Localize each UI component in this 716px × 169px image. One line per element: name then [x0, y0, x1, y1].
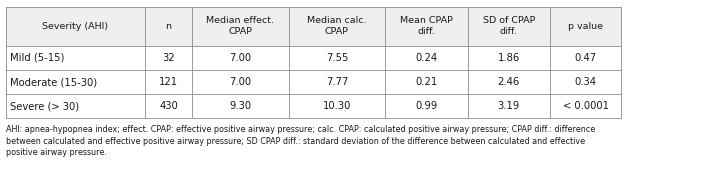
Text: Severe (> 30): Severe (> 30)	[10, 101, 79, 111]
Text: Median effect.
CPAP: Median effect. CPAP	[206, 16, 274, 36]
Bar	[6, 70, 621, 94]
Text: 9.30: 9.30	[229, 101, 251, 111]
Text: 7.77: 7.77	[326, 77, 348, 87]
Text: 430: 430	[159, 101, 178, 111]
Text: AHI: apnea-hypopnea index; effect. CPAP: effective positive airway pressure; cal: AHI: apnea-hypopnea index; effect. CPAP:…	[6, 125, 595, 157]
Text: 32: 32	[163, 53, 175, 63]
Text: Severity (AHI): Severity (AHI)	[42, 22, 109, 31]
Text: Mean CPAP
diff.: Mean CPAP diff.	[400, 16, 453, 36]
Text: 0.24: 0.24	[415, 53, 437, 63]
Text: 0.47: 0.47	[575, 53, 596, 63]
Text: 2.46: 2.46	[498, 77, 520, 87]
Text: n: n	[165, 22, 172, 31]
Text: Median calc.
CPAP: Median calc. CPAP	[307, 16, 367, 36]
Text: SD of CPAP
diff.: SD of CPAP diff.	[483, 16, 535, 36]
Text: 7.00: 7.00	[229, 77, 251, 87]
Text: p value: p value	[569, 22, 603, 31]
Bar	[6, 46, 621, 70]
Bar	[6, 94, 621, 118]
Text: Mild (5-15): Mild (5-15)	[10, 53, 64, 63]
Text: 3.19: 3.19	[498, 101, 520, 111]
Text: 0.21: 0.21	[415, 77, 437, 87]
Text: 0.34: 0.34	[575, 77, 596, 87]
Text: 1.86: 1.86	[498, 53, 520, 63]
Text: 7.00: 7.00	[229, 53, 251, 63]
Text: 121: 121	[159, 77, 178, 87]
Text: 0.99: 0.99	[415, 101, 437, 111]
Text: Moderate (15-30): Moderate (15-30)	[10, 77, 97, 87]
Bar	[6, 7, 621, 46]
Text: 10.30: 10.30	[323, 101, 351, 111]
Text: 7.55: 7.55	[326, 53, 348, 63]
Text: < 0.0001: < 0.0001	[563, 101, 609, 111]
